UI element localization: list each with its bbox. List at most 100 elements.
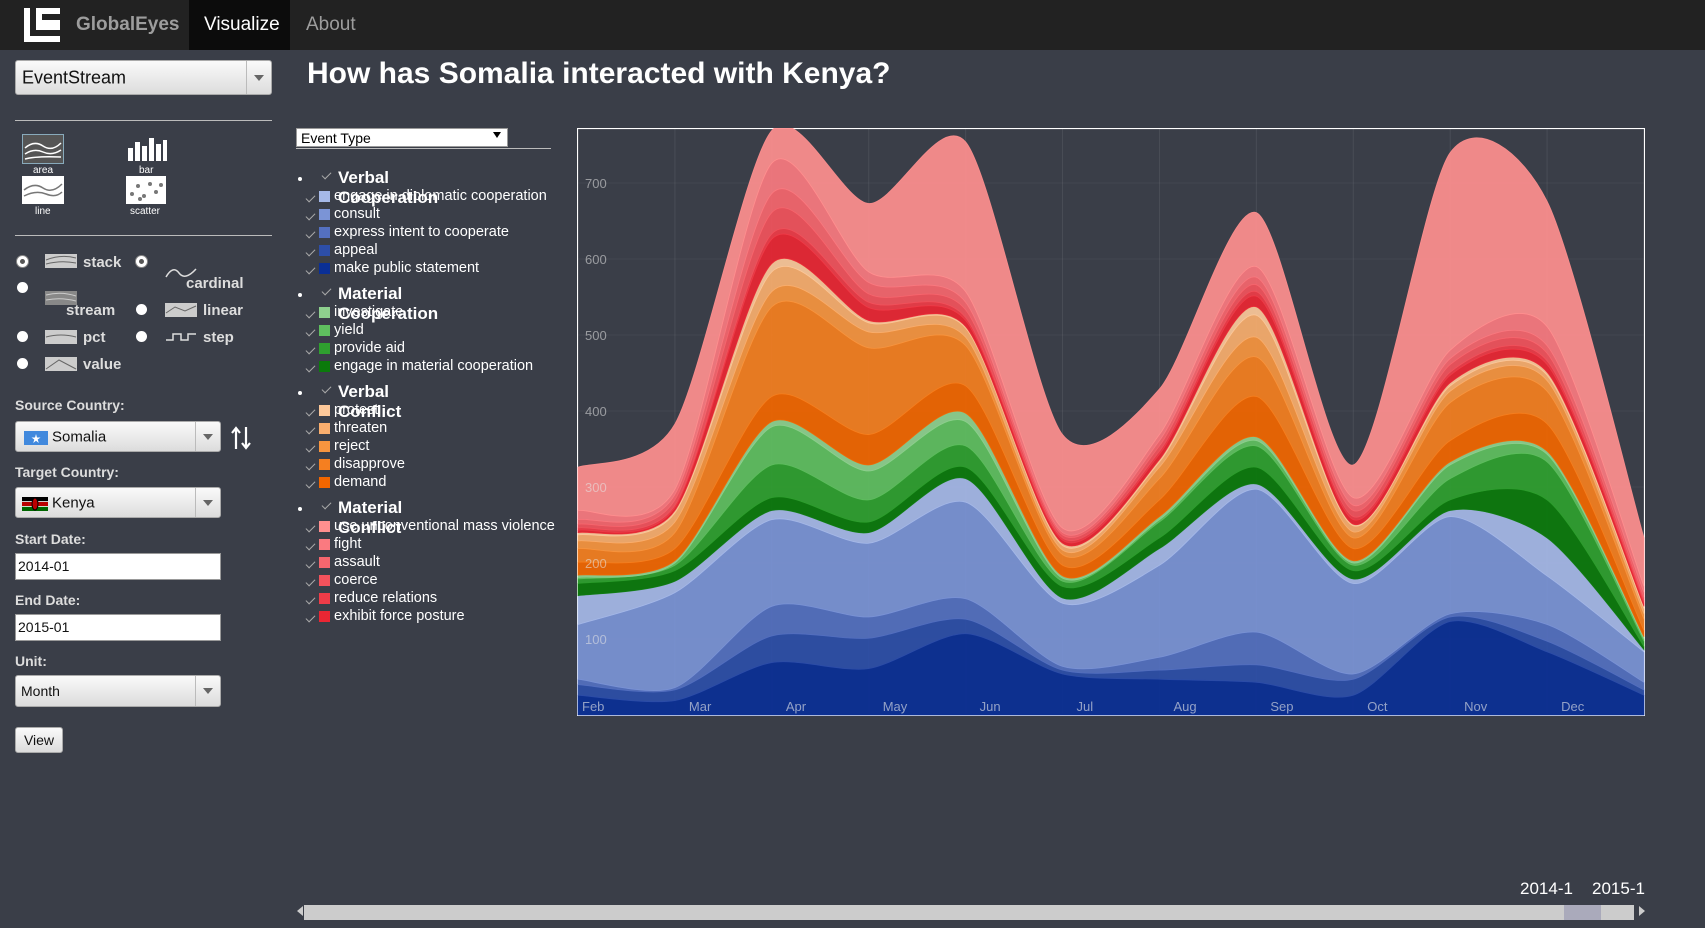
- legend-item[interactable]: exhibit force posture: [334, 608, 465, 624]
- chart-type-label[interactable]: scatter: [130, 206, 161, 217]
- nav-tab[interactable]: Visualize: [204, 14, 280, 35]
- radio-label[interactable]: value: [83, 356, 122, 373]
- check[interactable]: [305, 326, 316, 337]
- brand[interactable]: GlobalEyes: [76, 14, 180, 35]
- legend-group[interactable]: Verbal Conflict: [338, 382, 402, 421]
- area-icon[interactable]: [22, 134, 64, 164]
- check[interactable]: [305, 362, 316, 373]
- active-tab[interactable]: [189, 0, 290, 50]
- pct-icon: [45, 330, 77, 344]
- chart-type-label[interactable]: bar: [139, 165, 154, 176]
- radio[interactable]: [136, 256, 147, 267]
- check[interactable]: [321, 169, 332, 180]
- legend-swatch: [319, 405, 330, 416]
- check[interactable]: [305, 210, 316, 221]
- check[interactable]: [305, 264, 316, 275]
- legend-item[interactable]: coerce: [334, 572, 378, 588]
- stream-icon: [45, 291, 77, 305]
- check[interactable]: [305, 246, 316, 257]
- start-date-input[interactable]: 2014-01: [15, 553, 221, 580]
- target-select[interactable]: Kenya: [15, 487, 221, 518]
- radio-label[interactable]: stream: [66, 302, 116, 319]
- legend-item[interactable]: engage in material cooperation: [334, 358, 534, 374]
- scatter-icon[interactable]: [126, 176, 166, 204]
- field-label: Source Country:: [15, 397, 125, 413]
- chart-type-label[interactable]: line: [35, 206, 51, 217]
- check[interactable]: [305, 576, 316, 587]
- source-select[interactable]: Somalia: [15, 421, 221, 452]
- radio-label[interactable]: stack: [83, 254, 122, 271]
- check[interactable]: [305, 228, 316, 239]
- check[interactable]: [321, 285, 332, 296]
- navbar: GlobalEyes Visualize About: [0, 0, 1705, 50]
- view-button[interactable]: View: [15, 727, 63, 753]
- radio-label[interactable]: linear: [203, 302, 244, 319]
- radio[interactable]: [17, 282, 28, 293]
- legend-item[interactable]: investigate: [334, 304, 404, 320]
- check[interactable]: [321, 383, 332, 394]
- legend-item[interactable]: appeal: [334, 242, 378, 258]
- legend-item[interactable]: demand: [334, 474, 387, 490]
- check[interactable]: [305, 442, 316, 453]
- bar-icon[interactable]: [126, 134, 168, 162]
- check[interactable]: [305, 192, 316, 203]
- legend-group[interactable]: Material Cooperation: [338, 284, 439, 323]
- radio[interactable]: [136, 304, 147, 315]
- check[interactable]: [321, 499, 332, 510]
- legend-group[interactable]: Material Conflict: [338, 498, 403, 537]
- radio[interactable]: [17, 256, 28, 267]
- view-select[interactable]: EventStream: [15, 60, 272, 95]
- nav-tab[interactable]: About: [306, 14, 356, 35]
- check[interactable]: [305, 522, 316, 533]
- legend-item[interactable]: fight: [334, 536, 362, 552]
- end-date-input[interactable]: 2015-01: [15, 614, 221, 641]
- unit-select[interactable]: Month: [15, 675, 221, 707]
- range-start-label: 2014-1: [1520, 879, 1573, 898]
- check[interactable]: [305, 308, 316, 319]
- swap-icon[interactable]: [230, 425, 252, 451]
- radio[interactable]: [17, 331, 28, 342]
- slider-handle[interactable]: [1564, 905, 1601, 920]
- legend-item[interactable]: engage in diplomatic cooperation: [334, 188, 547, 204]
- legend-item[interactable]: make public statement: [334, 260, 480, 276]
- slider-track[interactable]: [304, 905, 1634, 920]
- check[interactable]: [305, 612, 316, 623]
- legend-item[interactable]: yield: [334, 322, 364, 338]
- legend-item[interactable]: reduce relations: [334, 590, 438, 606]
- radio-label[interactable]: step: [203, 329, 234, 346]
- legend-swatch: [319, 477, 330, 488]
- radio-label[interactable]: pct: [83, 329, 106, 346]
- select-text: Somalia: [52, 428, 107, 445]
- legend-item[interactable]: use unconventional mass violence: [334, 518, 555, 534]
- legend-item[interactable]: assault: [334, 554, 380, 570]
- radio[interactable]: [17, 358, 28, 369]
- check[interactable]: [305, 478, 316, 489]
- slider-arrow-left[interactable]: [292, 906, 303, 916]
- check[interactable]: [305, 406, 316, 417]
- legend-item[interactable]: protest: [334, 402, 379, 418]
- legend-item[interactable]: disapprove: [334, 456, 405, 472]
- check[interactable]: [305, 344, 316, 355]
- slider-arrow-right[interactable]: [1639, 906, 1650, 916]
- check[interactable]: [305, 540, 316, 551]
- legend-item[interactable]: provide aid: [334, 340, 405, 356]
- x-tick-label: Mar: [689, 699, 712, 714]
- legend-item[interactable]: express intent to cooperate: [334, 224, 509, 240]
- check[interactable]: [305, 424, 316, 435]
- bullet: [298, 293, 302, 297]
- legend-item[interactable]: threaten: [334, 420, 388, 436]
- legend-group[interactable]: Verbal Cooperation: [338, 168, 439, 207]
- event-type-select[interactable]: Event Type: [296, 128, 508, 147]
- field-label: Start Date:: [15, 531, 86, 547]
- y-tick-label: 400: [585, 404, 607, 419]
- check[interactable]: [305, 558, 316, 569]
- legend-item[interactable]: reject: [334, 438, 370, 454]
- radio[interactable]: [136, 331, 147, 342]
- check[interactable]: [305, 594, 316, 605]
- line-icon[interactable]: [22, 176, 64, 204]
- chart-type-label[interactable]: area: [33, 165, 54, 176]
- check[interactable]: [305, 460, 316, 471]
- legend-item[interactable]: consult: [334, 206, 380, 222]
- radio-label[interactable]: cardinal: [186, 275, 244, 292]
- select-text: Month: [21, 683, 60, 699]
